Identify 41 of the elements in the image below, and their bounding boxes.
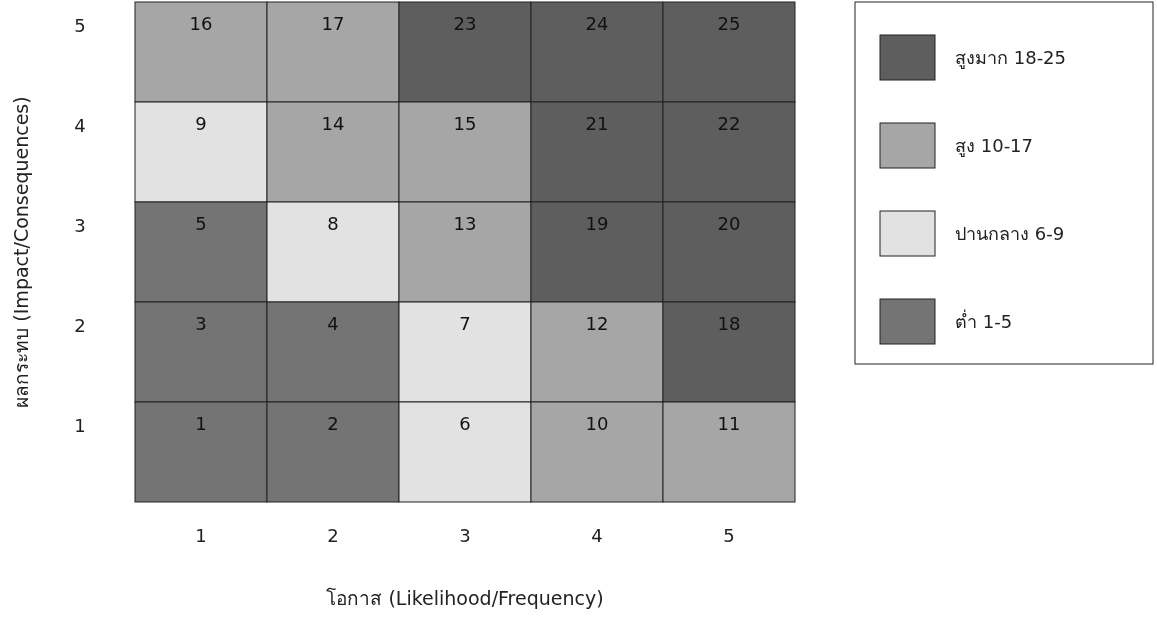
data-label: 23 <box>453 13 477 34</box>
category-label: สูงมาก 18-25 <box>955 47 1067 69</box>
x-tick-label: 5 <box>723 525 735 546</box>
category-label: ปานกลาง 6-9 <box>955 223 1065 244</box>
data-label: 13 <box>453 213 477 234</box>
data-label: 18 <box>717 313 741 334</box>
data-label: 16 <box>189 13 213 34</box>
y-axis-title: ผลกระทบ (Impact/Consequences) <box>10 96 32 408</box>
y-tick-label: 4 <box>74 115 86 136</box>
y-tick-label: 3 <box>74 215 86 236</box>
y-tick-label: 5 <box>74 15 86 36</box>
x-tick-label: 1 <box>195 525 207 546</box>
data-label: 1 <box>195 413 207 434</box>
data-label: 4 <box>327 313 339 334</box>
data-label: 7 <box>459 313 471 334</box>
data-label: 8 <box>327 213 339 234</box>
data-label: 24 <box>585 13 609 34</box>
x-tick-label: 3 <box>459 525 471 546</box>
x-axis-title: โอกาส (Likelihood/Frequency) <box>326 587 604 609</box>
data-label: 25 <box>717 13 741 34</box>
data-label: 5 <box>195 213 207 234</box>
data-label: 20 <box>717 213 741 234</box>
data-label: 21 <box>585 113 609 134</box>
category-label: ต่ำ 1-5 <box>955 309 1013 332</box>
data-label: 10 <box>585 413 609 434</box>
data-label: 6 <box>459 413 471 434</box>
data-label: 2 <box>327 413 339 434</box>
y-tick-label: 2 <box>74 315 86 336</box>
category-label: สูง 10-17 <box>955 135 1034 157</box>
data-label: 12 <box>585 313 609 334</box>
data-label: 15 <box>453 113 477 134</box>
data-label: 9 <box>195 113 207 134</box>
data-label: 14 <box>321 113 345 134</box>
x-tick-label: 2 <box>327 525 339 546</box>
data-label: 22 <box>717 113 741 134</box>
data-label: 11 <box>717 413 741 434</box>
data-label: 17 <box>321 13 345 34</box>
data-label: 3 <box>195 313 207 334</box>
data-label: 19 <box>585 213 609 234</box>
x-tick-label: 4 <box>591 525 603 546</box>
y-tick-label: 1 <box>74 415 86 436</box>
